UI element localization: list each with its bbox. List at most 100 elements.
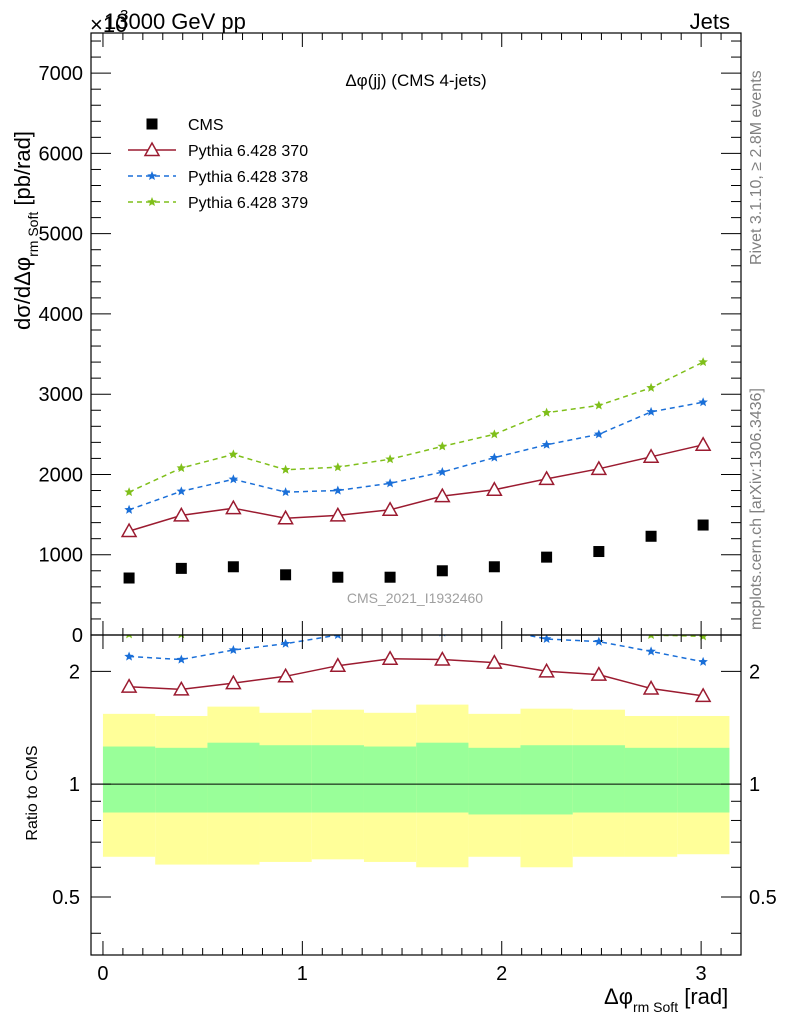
- data-point: [489, 429, 500, 439]
- svg-text:Δφrm Soft [rad]: Δφrm Soft [rad]: [604, 984, 728, 1015]
- y-tick-label: 7000: [39, 63, 84, 85]
- ratio-series-2: [124, 635, 708, 666]
- header-right-title: Jets: [690, 9, 730, 34]
- ratio-point: [173, 680, 190, 696]
- data-point: [434, 487, 451, 503]
- ratio-point: [124, 651, 134, 661]
- legend-entry: Pythia 6.428 379: [128, 195, 308, 212]
- ratio-line: [129, 658, 704, 697]
- ratio-tick-label-right: 2: [749, 661, 760, 683]
- data-point: [594, 400, 604, 410]
- x-tick-label: 2: [496, 963, 507, 985]
- data-point: [541, 407, 552, 417]
- data-point: [541, 551, 553, 563]
- legend-label: CMS: [188, 117, 224, 134]
- data-point: [124, 504, 134, 514]
- data-point: [489, 452, 500, 462]
- green-band-bin: [102, 746, 156, 813]
- data-point: [175, 562, 187, 574]
- green-band-bin: [677, 747, 730, 813]
- ratio-frame: [90, 634, 742, 956]
- ratio-tick-label-right: 0.5: [749, 887, 777, 909]
- ratio-point: [280, 638, 291, 648]
- data-point: [227, 561, 239, 573]
- data-point: [333, 485, 343, 495]
- y-tick-label: 2000: [39, 464, 84, 486]
- data-point: [436, 565, 448, 577]
- ratio-point: [538, 662, 555, 678]
- green-band-bin: [624, 747, 678, 813]
- ratio-point: [277, 667, 294, 683]
- legend-label: Pythia 6.428 379: [188, 195, 308, 212]
- ratio-point: [542, 608, 552, 617]
- data-point: [437, 467, 448, 477]
- data-point: [538, 470, 555, 486]
- ratio-point: [490, 604, 500, 613]
- y-tick-label: 4000: [39, 304, 84, 326]
- ratio-point: [120, 678, 138, 693]
- green-band-bin: [416, 742, 469, 813]
- green-band-bin: [468, 747, 521, 815]
- ratio-point: [694, 687, 712, 703]
- ratio-point: [334, 635, 341, 640]
- ratio-data: [120, 604, 712, 703]
- green-band-bin: [207, 742, 260, 813]
- x-tick-label: 0: [97, 963, 108, 985]
- data-point: [488, 561, 500, 573]
- data-point: [332, 571, 344, 583]
- ratio-plot-panel: 0 1 2 3 0.5 0.5 1 1 2 2: [52, 33, 777, 985]
- ratio-axis-label: Ratio to CMS: [24, 745, 41, 840]
- legend-marker: [147, 197, 157, 207]
- ratio-point: [698, 635, 708, 641]
- data-point: [384, 571, 396, 583]
- data-point: [280, 487, 291, 497]
- green-band-bin: [572, 745, 625, 813]
- legend-marker: [143, 141, 161, 157]
- ratio-point: [646, 646, 656, 656]
- x-axis-ticks: [102, 33, 742, 955]
- data-point: [646, 382, 656, 392]
- legend: CMS Pythia 6.428 370 Pythia 6.428 378 Pythi…: [128, 117, 308, 212]
- series-line: [128, 401, 704, 511]
- data-point: [694, 436, 712, 452]
- ratio-series-3: [126, 604, 708, 641]
- green-band-bin: [259, 745, 312, 813]
- green-band-bin: [363, 746, 417, 813]
- ratio-ticks: [91, 670, 741, 934]
- data-point: [124, 487, 134, 497]
- legend-entry: Pythia 6.428 378: [128, 169, 308, 186]
- data-point: [381, 501, 399, 517]
- data-point: [173, 506, 190, 522]
- data-point: [385, 454, 395, 464]
- y-tick-label: 5000: [39, 224, 84, 246]
- series-line: [128, 444, 704, 532]
- ratio-tick-label-right: 1: [749, 774, 760, 796]
- data-point: [698, 357, 708, 367]
- data-point: [228, 474, 239, 484]
- legend-marker: [147, 171, 157, 181]
- data-point: [593, 546, 605, 558]
- rivet-label: Rivet 3.1.10, ≥ 2.8M events: [748, 70, 765, 265]
- data-point: [228, 449, 239, 459]
- watermark: CMS_2021_I1932460: [347, 590, 483, 606]
- series-2: [124, 397, 708, 514]
- data-point: [437, 441, 448, 451]
- ratio-point: [541, 635, 552, 643]
- green-band-bin: [155, 747, 208, 813]
- ratio-point: [281, 614, 291, 623]
- ratio-point: [229, 621, 239, 630]
- ratio-point: [698, 656, 708, 666]
- ratio-point: [590, 666, 608, 681]
- data-point: [541, 439, 552, 449]
- legend-marker: [146, 118, 158, 130]
- ratio-tick-label: 2: [69, 661, 80, 683]
- ratio-series-1: [120, 650, 712, 703]
- x-tick-label: 3: [696, 963, 707, 985]
- main-data: [120, 357, 712, 584]
- header-left-title: 13000 GeV pp: [104, 9, 246, 34]
- ratio-tick-label: 0.5: [52, 887, 80, 909]
- data-point: [176, 486, 187, 496]
- ratio-point: [176, 654, 187, 664]
- data-point: [645, 530, 657, 542]
